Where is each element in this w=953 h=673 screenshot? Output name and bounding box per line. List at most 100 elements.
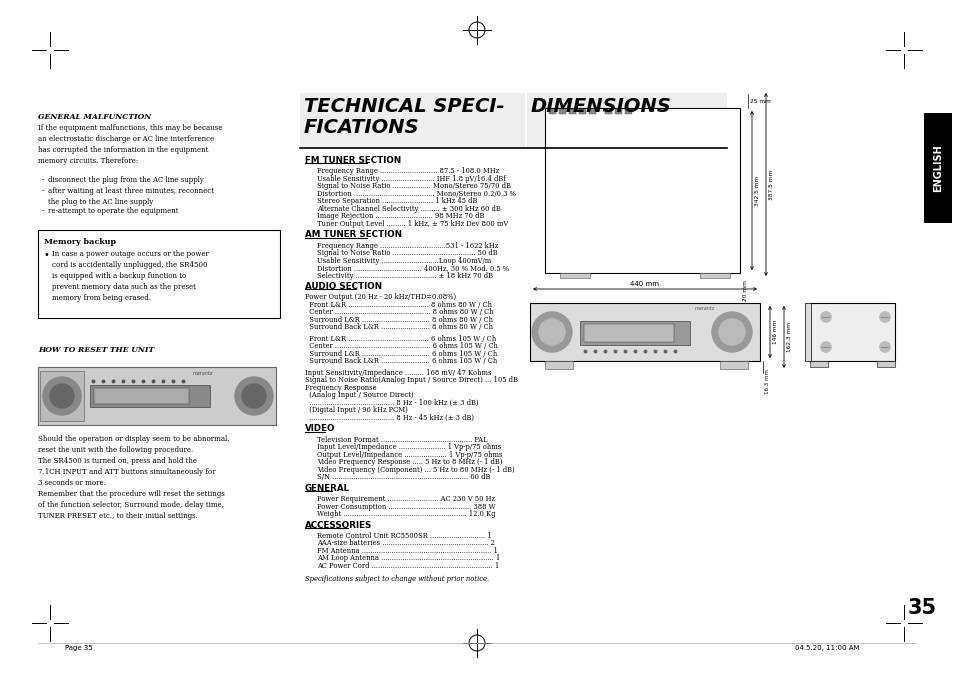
Bar: [876, 361, 894, 367]
Bar: [544, 361, 573, 369]
Text: Surround L&R ................................ 8 ohms 80 W / Ch: Surround L&R ...........................…: [305, 316, 493, 324]
Text: Frequency Range ...............................531 - 1622 kHz: Frequency Range ........................…: [316, 242, 497, 250]
Text: Input Sensitivity/Impedance ......... 168 mV/ 47 Kohms: Input Sensitivity/Impedance ......... 16…: [305, 369, 491, 377]
Text: AC Power Cord ......................................................... 1: AC Power Cord ..........................…: [316, 562, 498, 570]
Text: Surround Back L&R ....................... 6 ohms 105 W / Ch: Surround Back L&R ......................…: [305, 357, 497, 365]
Circle shape: [50, 384, 74, 408]
Text: S/N ................................................................ 60 dB: S/N ....................................…: [316, 473, 490, 481]
Text: -: -: [42, 207, 45, 213]
Text: Video Frequency (Component) ... 5 Hz to 80 MHz (- 1 dB): Video Frequency (Component) ... 5 Hz to …: [316, 466, 514, 474]
Text: Signal to Noise Ratio(Analog Input / Source Direct) ... 105 dB: Signal to Noise Ratio(Analog Input / Sou…: [305, 376, 517, 384]
Text: marantz: marantz: [193, 371, 213, 376]
Text: 342.5 mm: 342.5 mm: [754, 176, 760, 206]
Text: ........................................ 8 Hz - 100 kHz (± 3 dB): ........................................…: [305, 399, 478, 407]
Text: GENERAL: GENERAL: [305, 484, 350, 493]
Circle shape: [879, 341, 889, 353]
Circle shape: [820, 312, 831, 322]
Bar: [700, 273, 729, 278]
Text: HOW TO RESET THE UNIT: HOW TO RESET THE UNIT: [38, 346, 154, 354]
Circle shape: [879, 312, 889, 322]
Text: Distortion ................................ 400Hz, 30 % Mod. 0.5 %: Distortion .............................…: [316, 264, 509, 272]
Text: Should the operation or display seem to be abnormal,
reset the unit with the fol: Should the operation or display seem to …: [38, 435, 230, 520]
Text: AUDIO SECTION: AUDIO SECTION: [305, 282, 381, 291]
Text: after waiting at least three minutes, reconnect
the plug to the AC line supply: after waiting at least three minutes, re…: [48, 187, 213, 206]
Text: Selectivity ...................................... ± 18 kHz 70 dB: Selectivity ............................…: [316, 272, 493, 279]
Bar: [578, 109, 585, 114]
Text: DIMENSIONS: DIMENSIONS: [531, 97, 671, 116]
Bar: [548, 109, 556, 114]
Text: ........................................ 8 Hz - 45 kHz (± 3 dB): ........................................…: [305, 414, 474, 422]
Text: ACCESSORIES: ACCESSORIES: [305, 520, 372, 530]
Text: Surround Back L&R ....................... 8 ohms 80 W / Ch: Surround Back L&R ......................…: [305, 324, 493, 331]
Bar: [90, 385, 210, 407]
Text: Remote Control Unit RC5500SR .......................... 1: Remote Control Unit RC5500SR ...........…: [316, 532, 491, 540]
Circle shape: [719, 319, 744, 345]
Text: 35: 35: [907, 598, 936, 618]
Bar: [544, 108, 740, 273]
Text: Front L&R ...................................... 8 ohms 80 W / Ch: Front L&R ..............................…: [305, 301, 492, 309]
Text: FM TUNER SECTION: FM TUNER SECTION: [305, 156, 400, 165]
Text: Front L&R ...................................... 6 ohms 105 W / Ch: Front L&R ..............................…: [305, 335, 496, 343]
Text: Memory backup: Memory backup: [44, 238, 116, 246]
Text: In case a power outage occurs or the power
cord is accidentally unplugged, the S: In case a power outage occurs or the pow…: [52, 250, 209, 302]
Bar: [583, 324, 673, 342]
Text: Usable Sensitivity ......................... IHF 1.8 μV/16.4 dBf: Usable Sensitivity .....................…: [316, 175, 505, 183]
Circle shape: [234, 377, 273, 415]
Text: Center ............................................. 6 ohms 105 W / Ch: Center .................................…: [305, 343, 497, 351]
Text: Usable Sensitivity ...........................Loop 400mV/m: Usable Sensitivity .....................…: [316, 256, 491, 264]
Text: Weight .......................................................... 12.0 Kg: Weight .................................…: [316, 510, 495, 518]
Text: Output Level/Impedance .................... 1 Vp-p/75 ohms: Output Level/Impedance .................…: [316, 451, 502, 459]
Text: (Analog Input / Source Direct): (Analog Input / Source Direct): [305, 392, 414, 399]
Text: 25 mm: 25 mm: [749, 99, 770, 104]
Text: AM Loop Antenna ..................................................... 1: AM Loop Antenna ........................…: [316, 555, 499, 563]
Text: If the equipment malfunctions, this may be because
an electrostatic discharge or: If the equipment malfunctions, this may …: [38, 124, 222, 165]
Bar: [530, 303, 760, 361]
Bar: [568, 109, 576, 114]
Text: Frequency Range ........................... 87.5 - 108.0 MHz: Frequency Range ........................…: [316, 168, 498, 175]
Text: Stereo Separation ........................ 1 kHz 45 dB: Stereo Separation ......................…: [316, 197, 476, 205]
Text: Power Output (20 Hz - 20 kHz/THD=0.08%): Power Output (20 Hz - 20 kHz/THD=0.08%): [305, 293, 456, 302]
Bar: [299, 93, 524, 148]
Text: Video Frequency Response ..... 5 Hz to 8 MHz (- 1 dB): Video Frequency Response ..... 5 Hz to 8…: [316, 458, 502, 466]
Text: 440 mm: 440 mm: [630, 281, 659, 287]
Circle shape: [242, 384, 266, 408]
Bar: [588, 109, 596, 114]
Bar: [923, 113, 951, 223]
Bar: [809, 361, 827, 367]
Text: GENERAL MALFUNCTION: GENERAL MALFUNCTION: [38, 113, 152, 121]
Text: FM Antenna ............................................................. 1: FM Antenna .............................…: [316, 546, 497, 555]
Text: 387.5 mm: 387.5 mm: [768, 170, 773, 200]
Text: -: -: [42, 176, 45, 182]
Text: AM TUNER SECTION: AM TUNER SECTION: [305, 230, 401, 240]
Text: •: •: [44, 250, 50, 260]
Text: 04.5.20, 11:00 AM: 04.5.20, 11:00 AM: [794, 645, 859, 651]
Text: marantz: marantz: [695, 306, 715, 311]
Text: 162.3 mm: 162.3 mm: [786, 322, 791, 352]
Text: (Digital Input / 96 kHz PCM): (Digital Input / 96 kHz PCM): [305, 406, 408, 415]
Circle shape: [820, 341, 831, 353]
Bar: [558, 109, 565, 114]
Text: Power Requirement ........................ AC 230 V 50 Hz: Power Requirement ......................…: [316, 495, 495, 503]
Bar: [809, 303, 894, 361]
Bar: [559, 273, 589, 278]
Bar: [615, 109, 621, 114]
Text: Frequency Response: Frequency Response: [305, 384, 376, 392]
Text: Surround L&R ................................ 6 ohms 105 W / Ch: Surround L&R ...........................…: [305, 350, 497, 358]
Text: Signal to Noise Ratio .................. Mono/Stereo 75/70 dB: Signal to Noise Ratio ..................…: [316, 182, 511, 190]
Text: 146 mm: 146 mm: [772, 320, 778, 344]
Circle shape: [711, 312, 751, 352]
Circle shape: [532, 312, 572, 352]
Text: Tuner Output Level ......... 1 kHz, ± 75 kHz Dev 800 mV: Tuner Output Level ......... 1 kHz, ± 75…: [316, 220, 508, 227]
Text: Specifications subject to change without prior notice.: Specifications subject to change without…: [305, 575, 489, 583]
Bar: [38, 230, 280, 318]
Bar: [604, 109, 612, 114]
Bar: [804, 303, 810, 361]
Text: re-attempt to operate the equipment: re-attempt to operate the equipment: [48, 207, 178, 215]
Text: 16.3 mm: 16.3 mm: [764, 369, 769, 394]
Text: Input Level/Impedance ...................... 1 Vp-p/75 ohms: Input Level/Impedance ..................…: [316, 444, 500, 451]
Text: 20 mm: 20 mm: [742, 281, 747, 302]
Bar: [38, 367, 275, 425]
Bar: [579, 321, 689, 345]
Text: Image Rejection ........................... 98 MHz 70 dB: Image Rejection ........................…: [316, 212, 484, 220]
Circle shape: [43, 377, 81, 415]
